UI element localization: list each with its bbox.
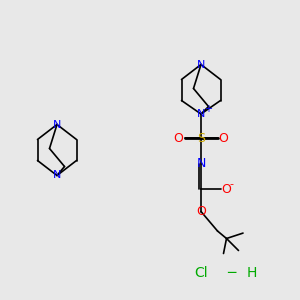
Text: N: N bbox=[196, 157, 206, 170]
Text: N: N bbox=[53, 119, 61, 130]
Text: N: N bbox=[197, 109, 205, 119]
Text: N: N bbox=[197, 59, 205, 70]
Text: ─: ─ bbox=[227, 266, 235, 280]
Text: -: - bbox=[229, 178, 233, 189]
Text: O: O bbox=[174, 131, 183, 145]
Text: S: S bbox=[197, 131, 205, 145]
Text: O: O bbox=[196, 205, 206, 218]
Text: O: O bbox=[221, 182, 231, 196]
Text: H: H bbox=[247, 266, 257, 280]
Text: N: N bbox=[53, 170, 61, 181]
Text: +: + bbox=[204, 103, 212, 114]
Text: Cl: Cl bbox=[194, 266, 208, 280]
Text: O: O bbox=[219, 131, 228, 145]
